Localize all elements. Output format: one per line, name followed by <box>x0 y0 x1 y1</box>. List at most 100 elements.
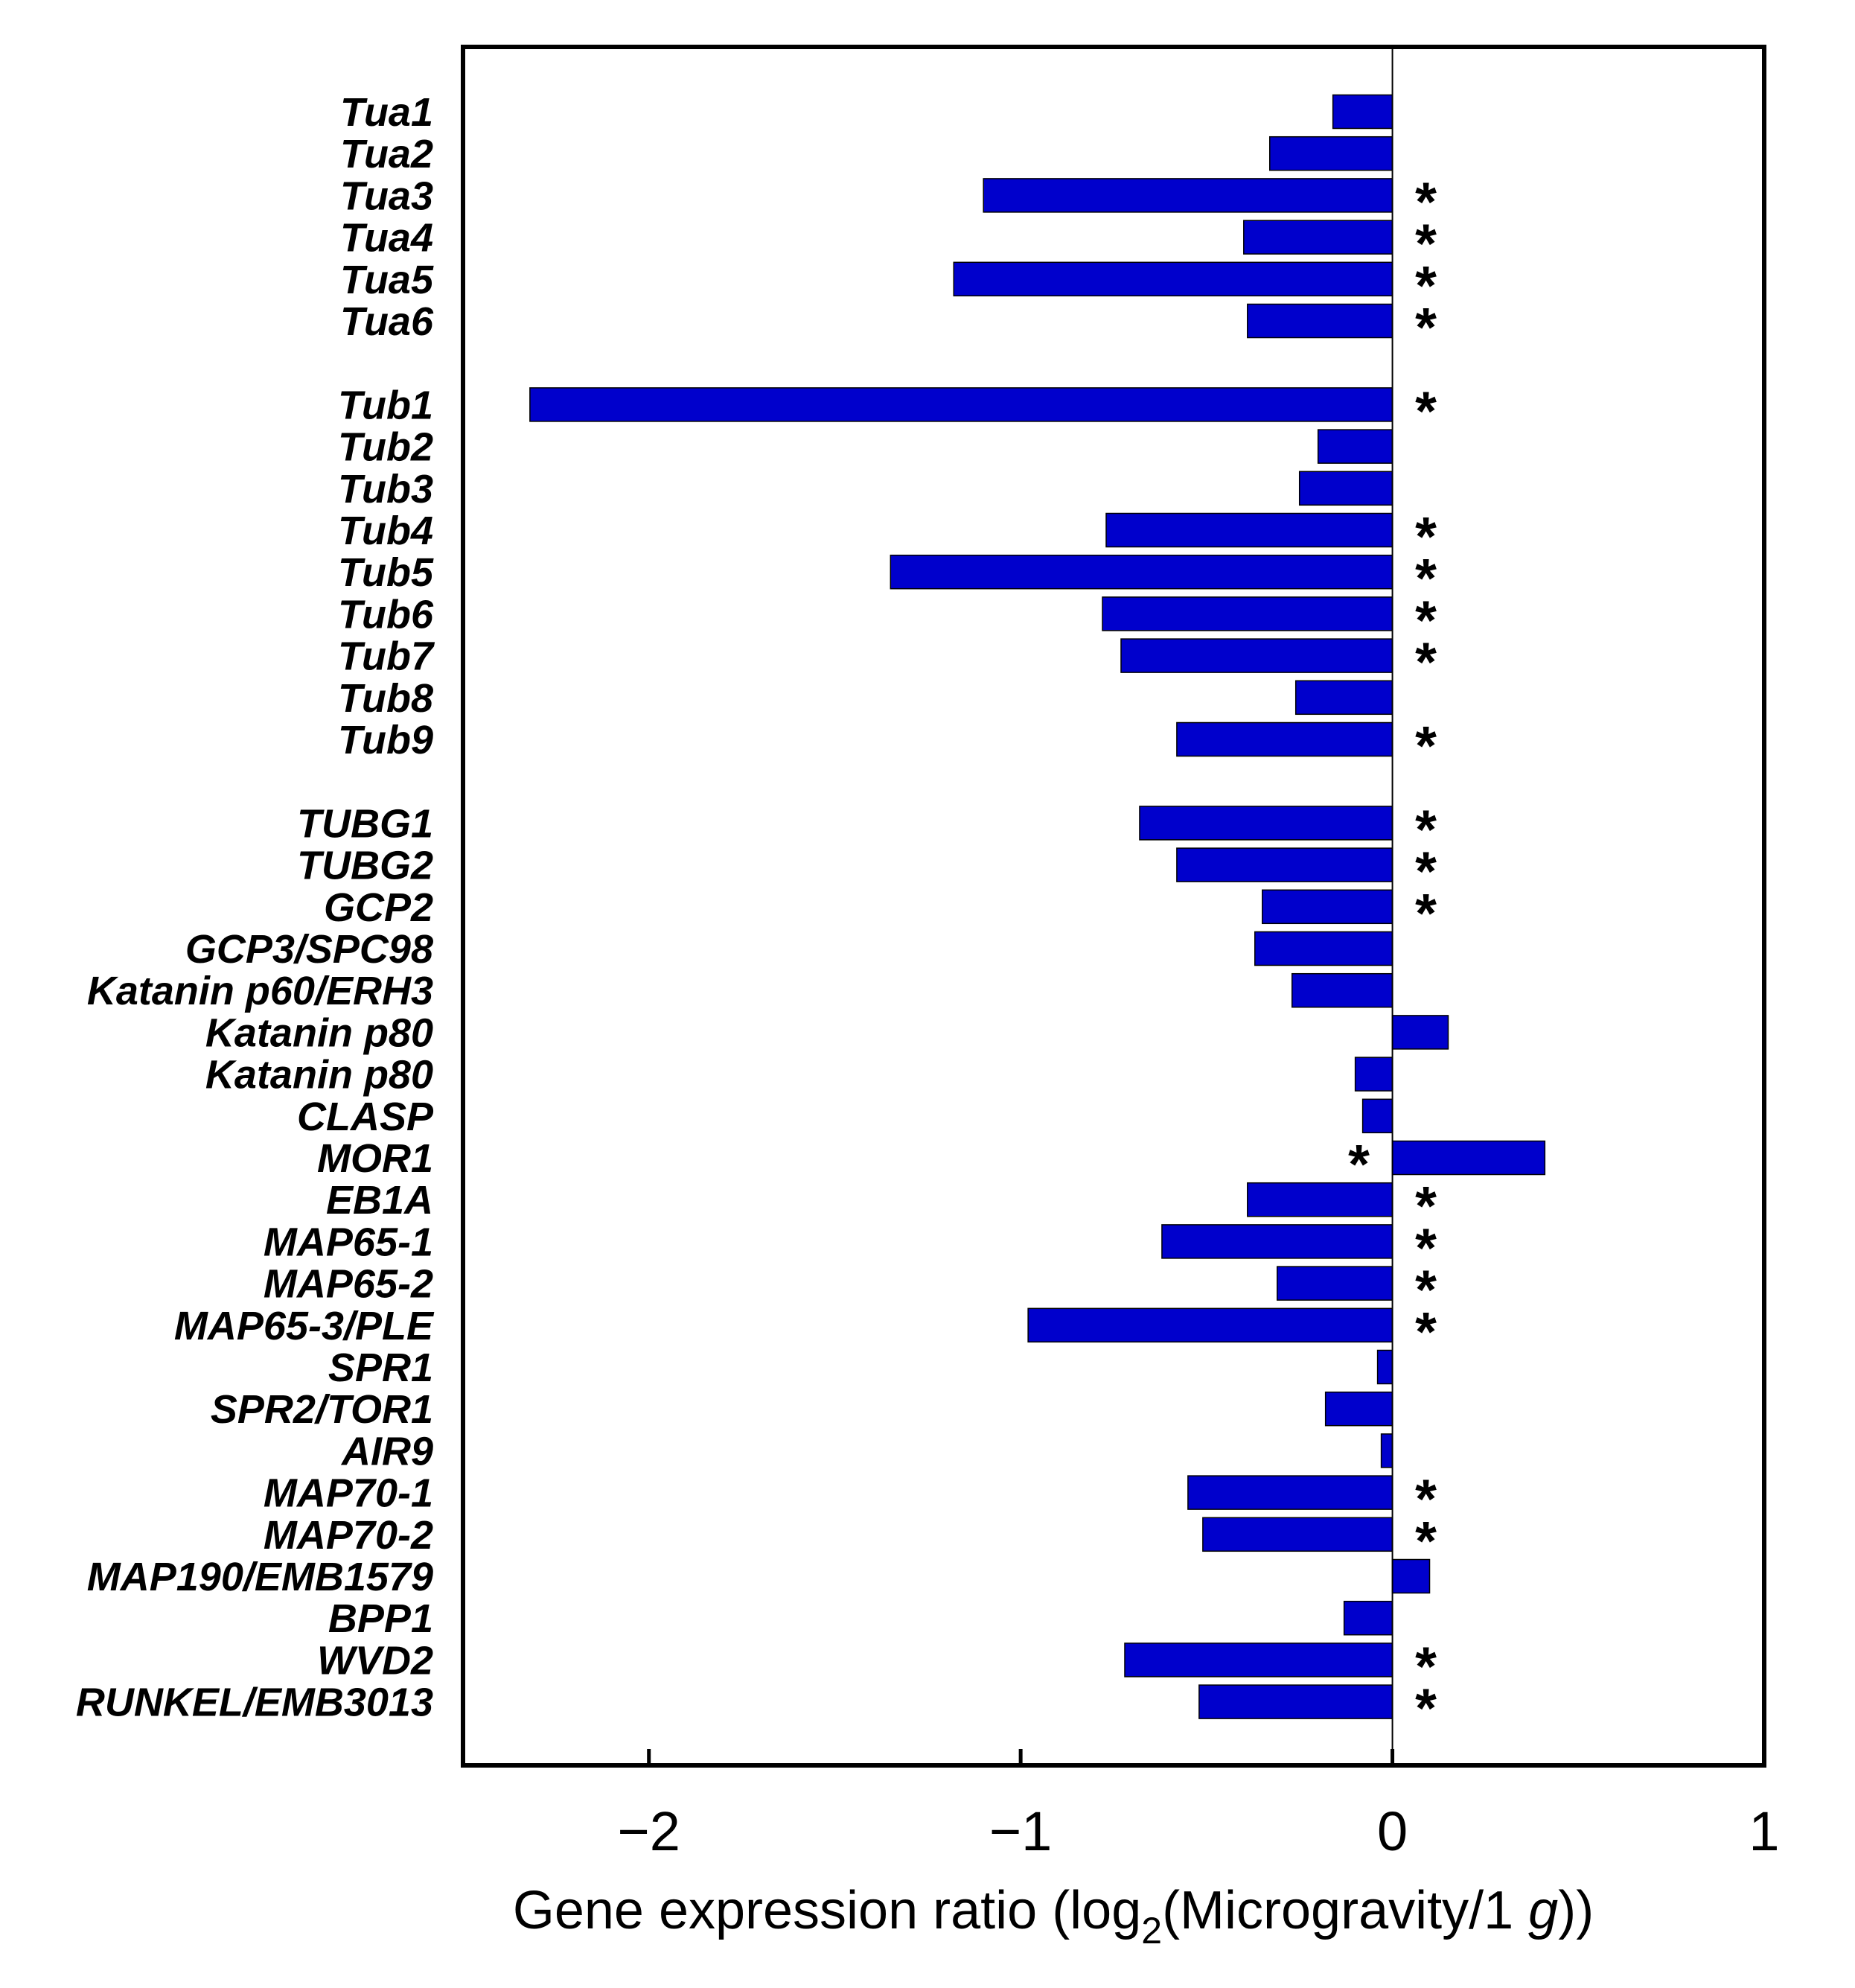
bar-5 <box>1247 303 1393 339</box>
significance-star-31: * <box>1415 1468 1437 1530</box>
gene-label-33: MAP190/EMB1579 <box>87 1555 433 1599</box>
gene-label-0: Tua1 <box>340 90 433 135</box>
bar-15 <box>1139 806 1393 841</box>
significance-star-23: * <box>1348 1133 1370 1195</box>
gene-label-10: Tub5 <box>338 550 434 595</box>
significance-star-35: * <box>1415 1635 1437 1697</box>
bar-21 <box>1354 1057 1393 1092</box>
gene-label-34: BPP1 <box>328 1596 433 1641</box>
bar-11 <box>1102 596 1393 631</box>
gene-label-12: Tub7 <box>338 634 435 679</box>
gene-label-25: MAP65-1 <box>264 1220 433 1264</box>
significance-star-25: * <box>1415 1217 1437 1278</box>
x-tick-label-3: 1 <box>1749 1800 1779 1862</box>
bar-2 <box>983 178 1393 213</box>
bar-12 <box>1120 638 1393 673</box>
gene-label-23: MOR1 <box>317 1136 433 1181</box>
significance-star-6: * <box>1415 380 1437 442</box>
significance-star-12: * <box>1415 631 1437 693</box>
significance-star-36: * <box>1415 1678 1437 1739</box>
significance-star-24: * <box>1415 1175 1437 1237</box>
gene-label-11: Tub6 <box>338 592 434 637</box>
gene-label-1: Tua2 <box>340 132 433 176</box>
x-axis-label-unit: g <box>1528 1881 1558 1940</box>
bar-27 <box>1027 1307 1393 1343</box>
significance-star-11: * <box>1415 589 1437 651</box>
gene-label-4: Tua5 <box>340 258 434 302</box>
gene-label-31: MAP70-1 <box>264 1471 433 1516</box>
gene-label-32: MAP70-2 <box>264 1513 433 1558</box>
bar-3 <box>1243 220 1393 255</box>
significance-star-5: * <box>1415 296 1437 358</box>
gene-label-3: Tua4 <box>340 216 433 261</box>
gene-label-24: EB1A <box>326 1178 433 1223</box>
bar-13 <box>1294 680 1393 716</box>
gene-label-29: SPR2/TOR1 <box>211 1387 433 1432</box>
significance-star-32: * <box>1415 1510 1437 1572</box>
bar-22 <box>1361 1098 1393 1134</box>
significance-star-9: * <box>1415 506 1437 567</box>
significance-star-17: * <box>1415 882 1437 944</box>
bar-14 <box>1176 721 1393 757</box>
bar-30 <box>1380 1433 1393 1468</box>
bar-34 <box>1343 1600 1393 1636</box>
gene-label-14: Tub9 <box>338 718 433 762</box>
gene-label-18: GCP3/SPC98 <box>185 927 433 972</box>
bar-26 <box>1276 1266 1393 1301</box>
bar-25 <box>1161 1224 1393 1259</box>
gene-label-28: SPR1 <box>328 1345 433 1390</box>
bar-17 <box>1262 889 1393 925</box>
bars-layer <box>529 94 1546 1719</box>
bar-24 <box>1247 1182 1393 1217</box>
x-tick-label-0: −2 <box>618 1800 680 1862</box>
significance-star-26: * <box>1415 1259 1437 1321</box>
gene-label-5: Tua6 <box>340 299 434 344</box>
gene-label-36: RUNKEL/EMB3013 <box>76 1680 433 1725</box>
x-axis-label-suffix: )) <box>1558 1881 1594 1940</box>
bar-23 <box>1391 1140 1546 1176</box>
x-tick-label-2: 0 <box>1377 1800 1408 1862</box>
x-axis-label-subscript: 2 <box>1141 1910 1162 1952</box>
gene-label-2: Tua3 <box>340 173 433 218</box>
gene-label-7: Tub2 <box>338 425 433 470</box>
bar-16 <box>1176 847 1393 882</box>
bar-35 <box>1124 1643 1393 1678</box>
significance-star-16: * <box>1415 841 1437 902</box>
gene-label-21: Katanin p80 <box>205 1053 433 1097</box>
bar-28 <box>1376 1349 1393 1385</box>
significance-star-14: * <box>1415 715 1437 777</box>
gene-label-30: AIR9 <box>340 1429 433 1474</box>
bar-32 <box>1202 1517 1393 1552</box>
bar-31 <box>1187 1475 1393 1510</box>
significance-star-3: * <box>1415 213 1437 275</box>
gene-label-20: Katanin p80 <box>205 1010 433 1055</box>
significance-star-10: * <box>1415 547 1437 609</box>
gene-label-9: Tub4 <box>338 509 433 553</box>
bar-19 <box>1291 972 1393 1008</box>
bar-9 <box>1105 512 1393 548</box>
significance-star-27: * <box>1415 1301 1437 1363</box>
plot-frame <box>461 45 1766 1768</box>
bar-20 <box>1391 1015 1449 1050</box>
x-axis-label: Gene expression ratio (log2(Microgravity… <box>513 1881 1594 1952</box>
bar-18 <box>1254 931 1393 966</box>
gene-label-22: CLASP <box>297 1095 434 1139</box>
x-axis-label-middle: (Microgravity/1 <box>1162 1881 1528 1940</box>
bar-0 <box>1332 94 1393 130</box>
gene-label-6: Tub1 <box>338 383 433 427</box>
bar-6 <box>529 387 1393 422</box>
bar-7 <box>1317 429 1393 464</box>
gene-label-16: TUBG2 <box>297 844 433 888</box>
bar-29 <box>1324 1391 1393 1427</box>
gene-label-13: Tub8 <box>338 676 433 721</box>
bar-4 <box>953 261 1393 297</box>
significance-star-15: * <box>1415 798 1437 860</box>
gene-label-17: GCP2 <box>324 885 433 930</box>
gene-label-8: Tub3 <box>338 467 433 512</box>
significance-markers: ********************** <box>1348 171 1437 1739</box>
bar-36 <box>1198 1684 1393 1719</box>
x-axis-label-prefix: Gene expression ratio (log <box>513 1881 1141 1940</box>
gene-label-26: MAP65-2 <box>264 1262 433 1307</box>
gene-label-15: TUBG1 <box>297 801 433 846</box>
